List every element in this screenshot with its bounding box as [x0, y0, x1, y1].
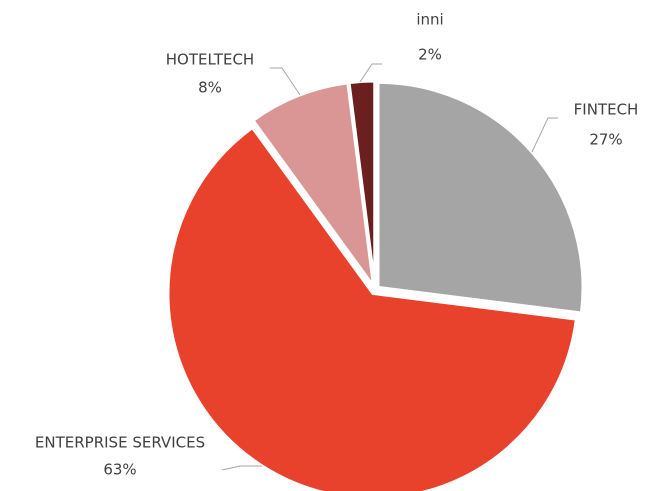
pie-slice	[376, 80, 585, 315]
value-label: 2%	[418, 46, 442, 64]
pie-slice	[166, 125, 579, 491]
value-label: 8%	[198, 79, 222, 97]
pie-slice	[250, 81, 376, 288]
category-label: ENTERPRISE SERVICES	[35, 434, 205, 452]
leader-line	[270, 67, 301, 96]
leader-line	[531, 117, 558, 153]
leader-line	[221, 465, 262, 471]
category-label: FINTECH	[574, 101, 639, 119]
value-label: 27%	[589, 131, 622, 149]
value-label: 63%	[103, 461, 136, 479]
category-label: inni	[416, 11, 443, 29]
leader-line	[359, 63, 382, 83]
category-label: HOTELTECH	[166, 51, 254, 69]
